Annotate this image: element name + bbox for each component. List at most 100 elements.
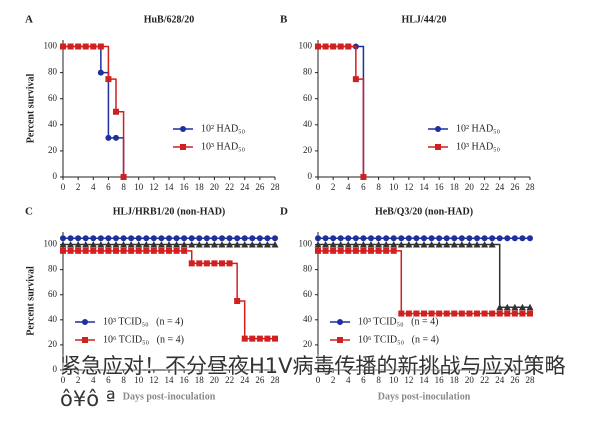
legend-marker [180,144,186,150]
data-point [405,241,413,248]
data-point [360,174,367,180]
data-point [173,247,180,254]
x-tick-label: 28 [526,375,536,385]
data-point [390,241,398,248]
data-point [150,247,157,254]
data-point [248,241,256,248]
data-point [435,241,443,248]
x-tick-label: 20 [210,182,220,192]
data-point [359,241,367,248]
data-point [113,247,119,254]
data-point [405,310,412,317]
data-point [337,235,344,242]
data-point [249,335,256,342]
data-point [330,235,337,242]
legend-marker [82,337,88,343]
data-point [188,260,195,267]
data-point [322,43,329,50]
data-point [345,43,352,50]
data-point [89,241,97,248]
y-tick-label: 80 [48,264,58,274]
data-point [518,303,526,311]
data-point [75,235,82,242]
x-tick-label: 6 [361,182,366,192]
panel-letter: D [280,206,288,218]
x-axis-label: Days post-inoculation [123,391,216,402]
data-point [75,43,82,50]
data-point [330,247,337,254]
data-point [256,335,263,342]
data-point [383,235,390,242]
data-point [112,241,120,248]
y-tick-label: 20 [303,339,313,349]
data-point [481,310,488,317]
x-tick-label: 6 [106,375,111,385]
legend-label: 10³ HAD₅₀ [201,141,246,152]
data-point [428,241,436,248]
data-point [345,235,352,242]
x-tick-label: 4 [91,375,96,385]
legend-marker [435,144,441,150]
data-point [104,241,112,248]
x-tick-label: 0 [316,182,321,192]
data-point [127,241,135,248]
data-point [203,235,210,242]
data-point [82,43,89,50]
data-point [120,241,128,248]
y-tick-label: 60 [48,289,58,299]
data-point [241,241,249,248]
x-tick-label: 18 [450,182,460,192]
data-point [233,241,241,248]
data-point [451,235,458,242]
x-tick-label: 22 [480,375,489,385]
data-point [337,43,344,50]
legend-label: 10⁶ TCID₅₀ (n = 4) [103,334,184,345]
data-point [337,241,345,248]
x-tick-label: 10 [389,375,399,385]
y-tick-label: 40 [48,314,58,324]
data-point [322,247,329,254]
data-point [382,241,390,248]
data-point [481,241,489,248]
data-point [322,235,329,242]
data-point [443,235,450,242]
data-point [120,247,127,254]
x-tick-label: 14 [420,375,430,385]
data-point [180,241,188,248]
y-tick-label: 40 [303,119,313,129]
data-point [226,235,233,242]
data-point [519,310,526,317]
x-tick-label: 20 [465,375,475,385]
x-tick-label: 2 [76,375,81,385]
data-point [241,335,248,342]
x-tick-label: 6 [361,375,366,385]
data-point [489,310,496,317]
data-point [97,43,104,50]
data-point [368,235,374,242]
data-point [188,235,195,242]
data-point [413,310,420,317]
data-point [120,174,127,180]
data-point [166,235,172,242]
data-point [67,43,74,50]
data-point [105,134,112,141]
legend-label: 10³ TCID₅₀ (n = 4) [358,316,438,327]
x-tick-label: 10 [389,182,399,192]
x-tick-label: 16 [180,182,190,192]
panel-title: HeB/Q3/20 (non-HAD) [375,206,473,217]
data-point [496,235,503,242]
x-tick-label: 16 [180,375,190,385]
data-point [511,235,518,242]
legend-label: 10³ HAD₅₀ [456,141,501,152]
data-point [474,310,480,317]
data-point [458,241,466,248]
data-point [181,247,188,254]
x-tick-label: 16 [435,182,445,192]
data-point [264,335,271,342]
x-tick-label: 26 [510,375,520,385]
y-tick-label: 80 [48,67,58,77]
data-point [82,247,89,254]
x-tick-label: 14 [165,375,175,385]
data-point [143,235,150,242]
